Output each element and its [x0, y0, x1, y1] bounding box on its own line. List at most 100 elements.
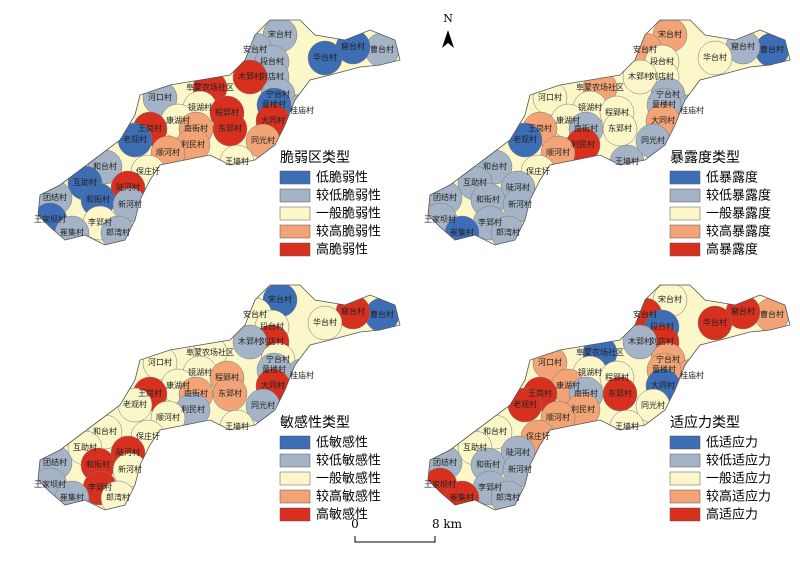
village-label: 互助村 — [73, 177, 97, 187]
village-label: 河口村 — [148, 357, 172, 367]
legend-title: 脆弱区类型 — [280, 149, 350, 166]
village-label: 安台村 — [633, 44, 657, 54]
north-arrow: N — [442, 12, 454, 48]
village-label: 郎湾村 — [496, 492, 520, 502]
village-label: 保庄圩 — [526, 166, 550, 176]
village-label: 段台村 — [650, 56, 674, 66]
village-label: 利民村 — [571, 139, 595, 149]
village-area — [697, 40, 733, 76]
region-outline — [37, 19, 401, 246]
village-label: 宋台村 — [658, 29, 682, 39]
village-label: 宁台村 — [656, 89, 680, 99]
village-label: 大同村 — [651, 115, 675, 125]
village-area — [697, 305, 733, 341]
legend-swatch — [279, 453, 311, 468]
village-label: 王家坝村 — [34, 214, 66, 224]
village-label: 大同村 — [261, 115, 285, 125]
village-label: 崔集村 — [450, 227, 474, 237]
village-label: 同光村 — [251, 135, 275, 145]
village-label: 王岗村 — [528, 123, 552, 133]
village-label: 互助村 — [73, 442, 97, 452]
village-label: 大同村 — [261, 380, 285, 390]
village-label: 利民村 — [181, 139, 205, 149]
legend-swatch — [669, 453, 701, 468]
legend-label: 一般适应力 — [706, 471, 771, 487]
village-area — [232, 324, 268, 360]
legend-swatch — [279, 188, 311, 203]
village-label: 顺河村 — [156, 147, 180, 157]
village-label: 陡河村 — [116, 447, 140, 457]
village-label: 王家坝村 — [424, 214, 456, 224]
legend-label: 一般暴露度 — [706, 206, 771, 222]
scale-end: 8 km — [432, 517, 463, 531]
village-label: 同光村 — [641, 135, 665, 145]
village-label: 李郢村 — [478, 217, 502, 227]
village-label: 宋台村 — [268, 294, 292, 304]
legend-swatch — [669, 435, 701, 450]
village-label: 崔集村 — [60, 227, 84, 237]
village-label: 阜蒙农场社区 — [576, 82, 624, 92]
village-label: 木郢村 — [238, 71, 262, 81]
village-label: 老观村 — [513, 134, 537, 144]
village-label: 曹台村 — [760, 44, 784, 54]
village-label: 桂庙村 — [290, 370, 314, 380]
scale-bar: 0 8 km — [351, 517, 463, 543]
village-label: 王岗村 — [528, 388, 552, 398]
village-label: 木郢村 — [628, 336, 652, 346]
village-label: 康湖村 — [166, 115, 190, 125]
village-area — [212, 376, 248, 412]
legend-label: 低适应力 — [706, 435, 758, 451]
village-label: 和街村 — [476, 459, 500, 469]
village-label: 东郢村 — [608, 388, 632, 398]
village-label: 和街村 — [86, 459, 110, 469]
village-label: 郎湾村 — [106, 492, 130, 502]
village-label: 镜湖村 — [188, 102, 212, 112]
village-label: 河口村 — [538, 92, 562, 102]
village-label: 崔集村 — [450, 492, 474, 502]
village-label: 陡河村 — [506, 447, 530, 457]
legend-swatch — [279, 507, 311, 522]
legend-label: 较高敏感性 — [316, 489, 381, 505]
village-label: 东郢村 — [218, 123, 242, 133]
legend-swatch — [279, 206, 311, 221]
village-label: 华台村 — [703, 317, 727, 327]
village-label: 郎湾村 — [496, 227, 520, 237]
village-area — [602, 376, 638, 412]
north-label: N — [443, 12, 453, 25]
village-label: 华台村 — [703, 52, 727, 62]
village-label: 宁台村 — [656, 354, 680, 364]
village-label: 崔集村 — [60, 492, 84, 502]
legend-label: 高敏感性 — [316, 507, 368, 523]
village-label: 桂庙村 — [680, 105, 704, 115]
village-label: 和台村 — [93, 161, 117, 171]
village-label: 程郢村 — [215, 107, 239, 117]
village-label: 南街村 — [574, 388, 598, 398]
village-label: 王墙村 — [225, 156, 249, 166]
legend-label: 较高脆弱性 — [316, 224, 381, 240]
legend-swatch — [279, 471, 311, 486]
village-label: 老观村 — [513, 399, 537, 409]
village-label: 王家坝村 — [34, 479, 66, 489]
village-label: 华台村 — [313, 52, 337, 62]
legend-swatch — [669, 242, 701, 257]
village-label: 和台村 — [483, 161, 507, 171]
village-label: 刘店村 — [650, 336, 674, 346]
village-label: 河口村 — [148, 92, 172, 102]
village-label: 程郢村 — [605, 107, 629, 117]
region-outline — [427, 19, 791, 246]
village-label: 童楼村 — [652, 99, 676, 109]
village-label: 同光村 — [251, 400, 275, 410]
village-label: 王家坝村 — [424, 479, 456, 489]
village-label: 曹台村 — [760, 309, 784, 319]
village-label: 王墙村 — [615, 156, 639, 166]
village-label: 和台村 — [93, 426, 117, 436]
legend-swatch — [279, 242, 311, 257]
village-label: 窟台村 — [341, 306, 365, 316]
legend-swatch — [669, 507, 701, 522]
legend-label: 一般脆弱性 — [316, 206, 381, 222]
village-label: 团结村 — [43, 457, 67, 467]
legend-swatch — [279, 489, 311, 504]
village-label: 华台村 — [313, 317, 337, 327]
village-label: 程郢村 — [215, 372, 239, 382]
village-label: 阜蒙农场社区 — [576, 347, 624, 357]
